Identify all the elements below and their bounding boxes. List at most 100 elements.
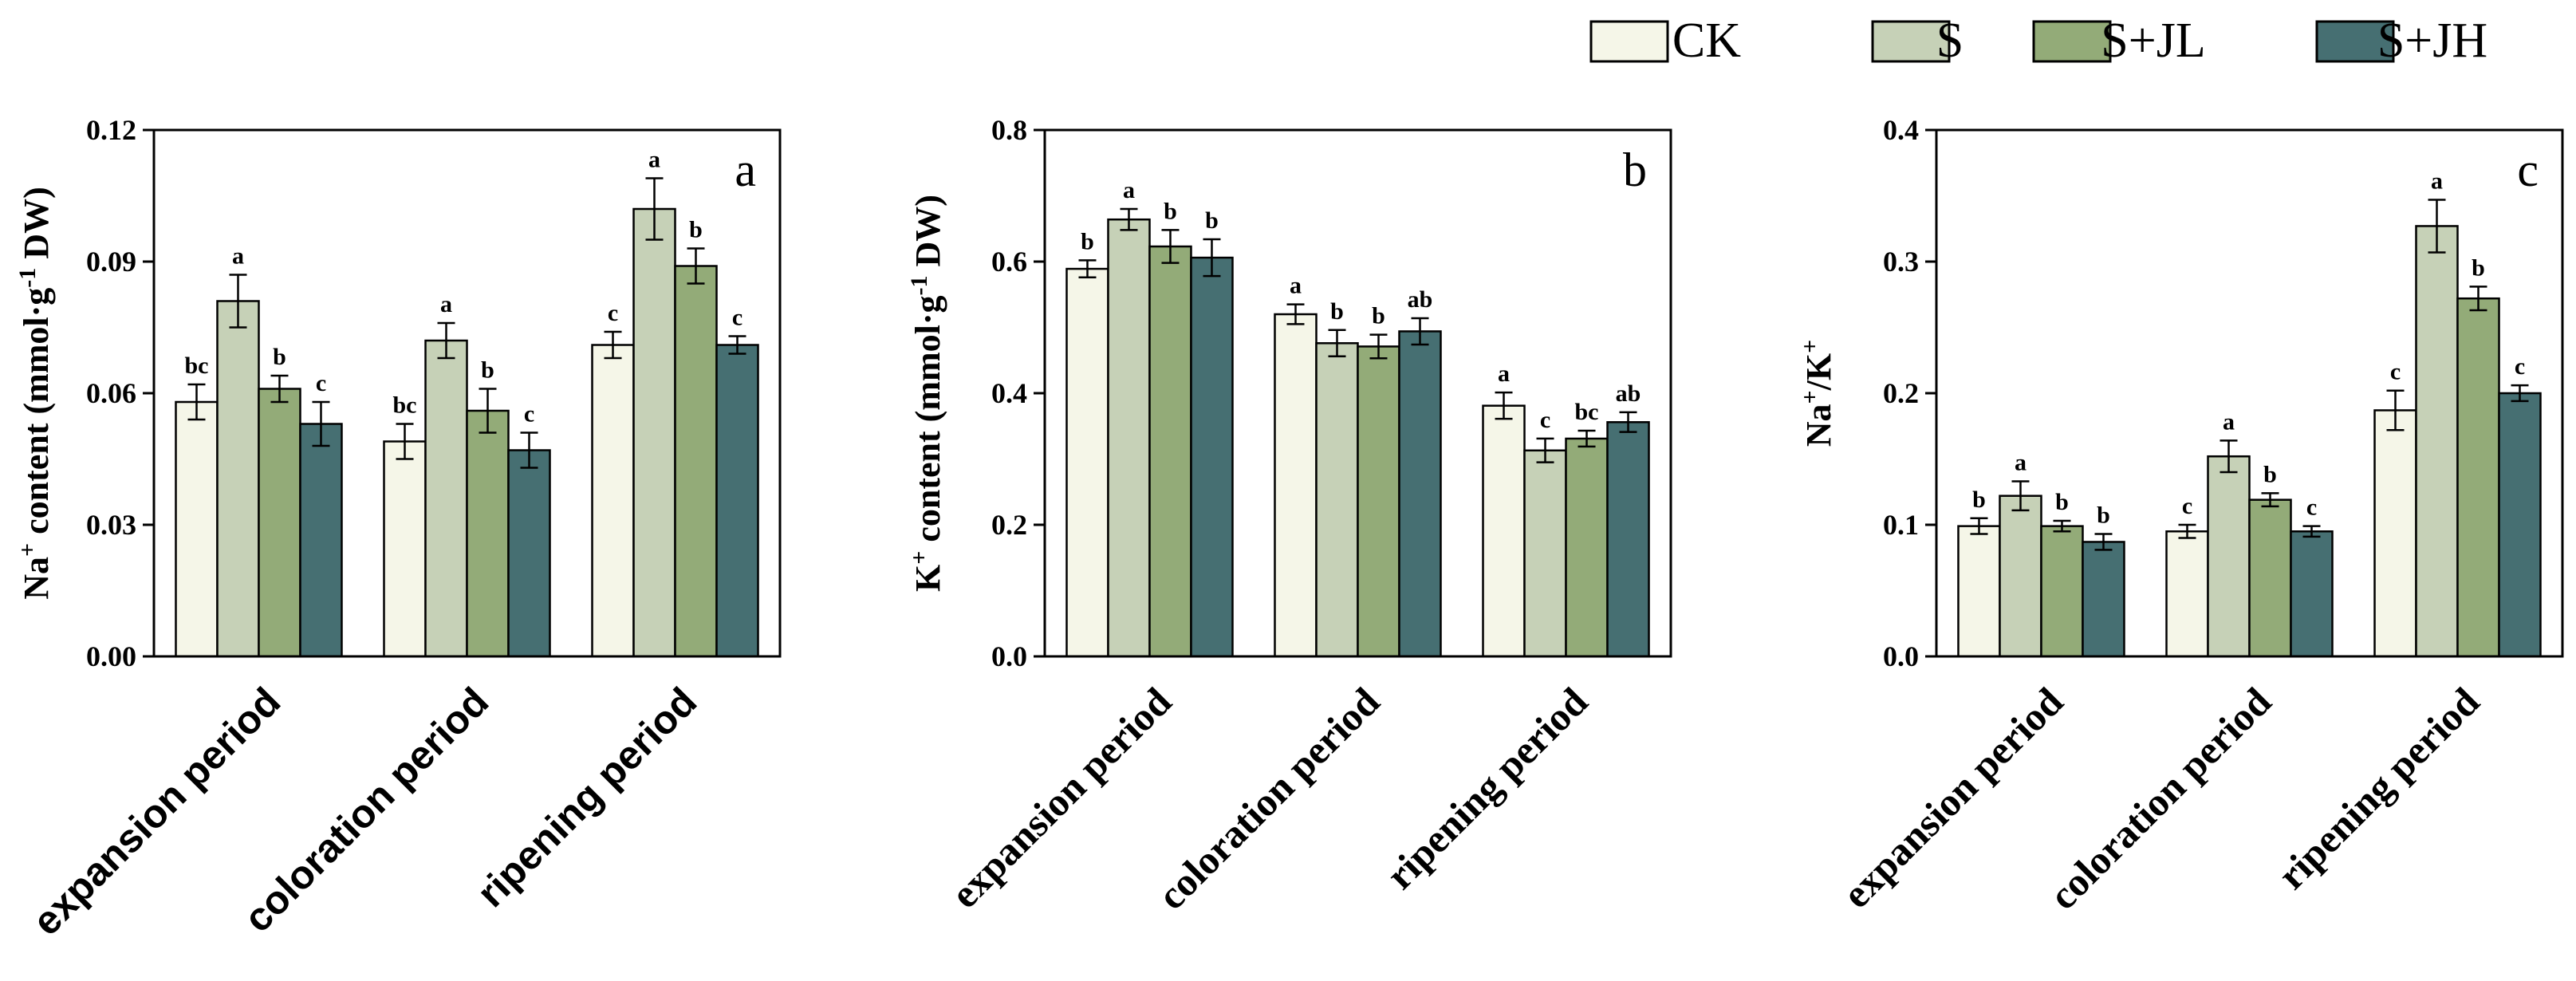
ytick-label-a-3: 0.09: [86, 246, 136, 278]
bar-c-0-3: [2082, 541, 2125, 658]
sig-letter-c-0-1: a: [2015, 450, 2027, 476]
sig-letter-c-0-0: b: [1972, 487, 1986, 513]
sig-letter-b-0-3: b: [1205, 207, 1219, 234]
bar-b-1-0: [1274, 313, 1318, 658]
category-label-b-0: expansion period: [942, 679, 1180, 916]
bar-b-2-0: [1482, 404, 1526, 658]
y-axis-label-c: Na+/K+: [1797, 340, 1839, 447]
category-label-c-0: expansion period: [1834, 679, 2071, 916]
bar-b-1-2: [1357, 345, 1400, 658]
sig-letter-a-1-0: bc: [393, 392, 417, 419]
bar-c-0-2: [2040, 525, 2084, 658]
bar-a-2-3: [715, 344, 759, 658]
sig-letter-b-1-0: a: [1290, 273, 1302, 299]
legend-label-0: CK: [1672, 14, 1741, 68]
bar-c-1-0: [2165, 530, 2209, 658]
sig-letter-a-1-1: a: [440, 291, 452, 317]
bar-c-0-1: [1999, 494, 2042, 658]
legend-swatch-2: [2032, 20, 2112, 63]
bar-c-1-3: [2290, 530, 2334, 658]
bar-b-1-3: [1398, 330, 1442, 658]
legend-swatch-1: [1871, 20, 1951, 63]
sig-letter-b-2-3: ab: [1616, 380, 1641, 407]
ytick-label-b-1: 0.2: [991, 509, 1027, 541]
bar-a-0-0: [175, 400, 219, 658]
sig-letter-a-0-1: a: [232, 243, 244, 270]
panel-c: b a b b expansion period c a b c coloration perio…: [1797, 114, 2564, 918]
ytick-label-b-0: 0.0: [991, 640, 1027, 672]
sig-letter-c-1-2: b: [2263, 461, 2277, 487]
y-axis-label-a: Na+ content (mmol·g-1 DW): [14, 187, 57, 600]
sig-letter-b-1-2: b: [1372, 303, 1385, 329]
ytick-label-a-2: 0.06: [86, 377, 136, 409]
bar-c-1-1: [2207, 455, 2251, 658]
sig-letter-c-2-2: b: [2472, 254, 2485, 281]
bar-b-0-0: [1065, 267, 1109, 658]
ytick-label-c-4: 0.4: [1883, 114, 1919, 146]
sig-letter-c-0-2: b: [2055, 489, 2069, 515]
bar-c-1-2: [2248, 498, 2292, 658]
sig-letter-c-2-0: c: [2390, 359, 2401, 385]
ytick-label-c-0: 0.0: [1883, 640, 1919, 672]
category-label-b-1: coloration period: [1148, 679, 1388, 918]
bar-c-0-0: [1957, 525, 2001, 658]
legend-label-1: S: [1936, 14, 1964, 68]
bar-a-1-2: [466, 409, 510, 658]
bar-c-2-2: [2456, 297, 2500, 658]
sig-letter-c-1-1: a: [2223, 408, 2235, 435]
sig-letter-a-0-0: bc: [184, 353, 208, 379]
sig-letter-a-0-2: b: [273, 344, 286, 370]
ytick-label-c-3: 0.3: [1883, 246, 1919, 278]
ytick-label-a-0: 0.00: [86, 640, 136, 672]
bar-a-1-0: [383, 440, 427, 658]
bar-a-1-1: [424, 339, 468, 658]
bar-c-2-3: [2498, 392, 2542, 658]
sig-letter-b-2-0: a: [1498, 360, 1510, 387]
sig-letter-a-1-2: b: [481, 357, 494, 384]
sig-letter-b-0-2: b: [1164, 198, 1177, 224]
legend: CK S S+JL S+JH: [1589, 14, 2487, 68]
ytick-label-c-2: 0.2: [1883, 377, 1919, 409]
sig-letter-c-1-3: c: [2306, 494, 2317, 521]
ytick-label-a-4: 0.12: [86, 114, 136, 146]
bar-a-2-2: [674, 265, 718, 658]
ytick-label-c-1: 0.1: [1883, 509, 1919, 541]
sig-letter-a-2-0: c: [608, 300, 618, 326]
bar-a-0-3: [299, 423, 343, 658]
sig-letter-b-2-1: c: [1540, 407, 1550, 433]
legend-swatch-3: [2315, 20, 2395, 63]
sig-letter-b-1-3: ab: [1408, 286, 1433, 313]
sig-letter-c-2-1: a: [2431, 167, 2443, 194]
bar-b-0-1: [1107, 218, 1151, 658]
bar-b-1-1: [1315, 342, 1359, 658]
ytick-label-a-1: 0.03: [86, 509, 136, 541]
bar-b-0-2: [1148, 245, 1192, 658]
bar-a-2-0: [591, 344, 635, 658]
sig-letter-b-0-1: a: [1123, 177, 1135, 203]
sig-letter-a-1-3: c: [524, 401, 534, 427]
y-axis-label-b: K+ content (mmol·g-1 DW): [906, 195, 948, 592]
sig-letter-a-2-1: a: [648, 147, 660, 173]
bar-c-2-0: [2373, 409, 2417, 658]
bar-a-2-1: [632, 207, 676, 658]
sig-letter-a-2-3: c: [732, 305, 742, 331]
sig-letter-b-1-1: b: [1330, 298, 1344, 325]
category-label-c-2: ripening period: [2269, 679, 2487, 897]
bar-a-0-1: [216, 300, 260, 658]
category-label-a-2: ripening period: [468, 679, 705, 916]
legend-label-2: S+JL: [2101, 14, 2205, 68]
ytick-label-b-2: 0.4: [991, 377, 1027, 409]
panel-letter-a: a: [735, 144, 756, 196]
sig-letter-a-2-2: b: [689, 217, 703, 243]
ytick-label-b-3: 0.6: [991, 246, 1027, 278]
legend-swatch-0: [1589, 20, 1669, 63]
bar-c-2-1: [2415, 225, 2459, 658]
sig-letter-c-0-3: b: [2097, 502, 2110, 529]
category-label-c-1: coloration period: [2040, 679, 2279, 918]
ytick-label-b-4: 0.8: [991, 114, 1027, 146]
sig-letter-c-2-3: c: [2515, 353, 2525, 380]
